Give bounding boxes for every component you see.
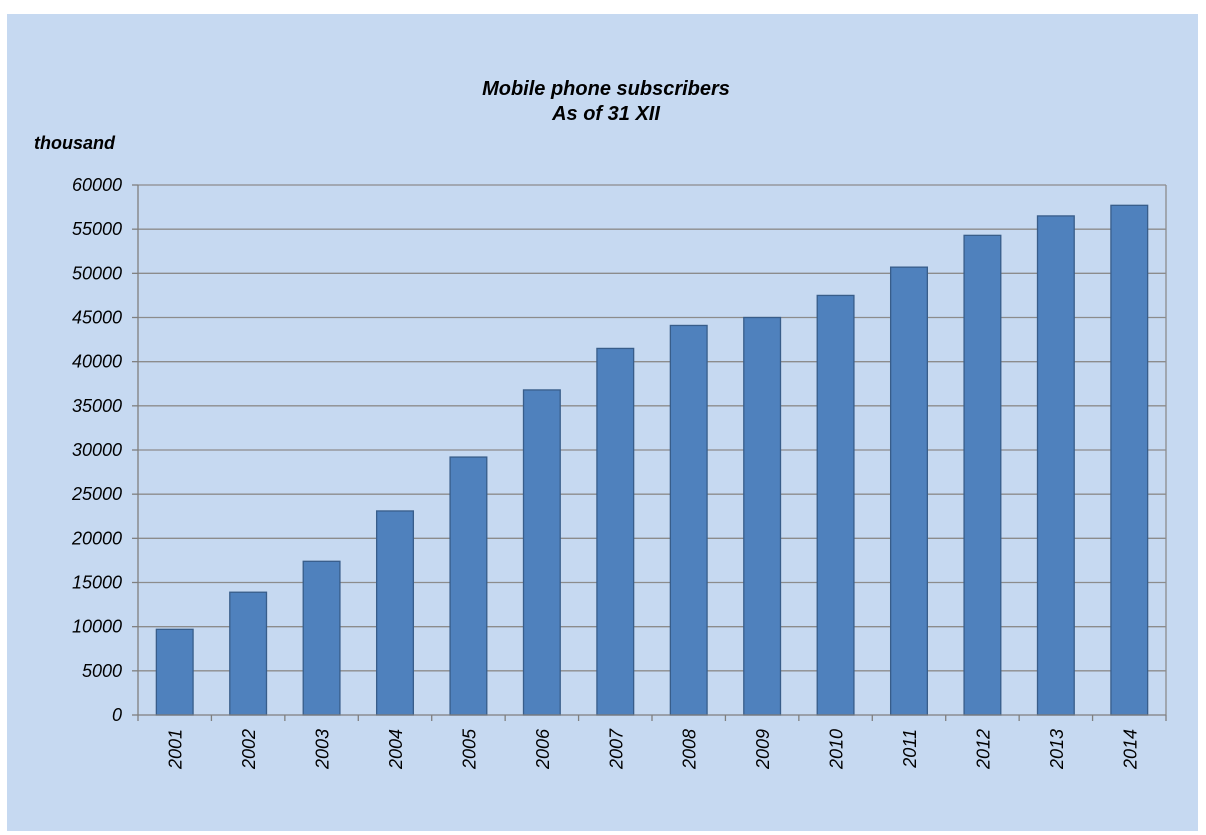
chart-subtitle: As of 31 XII: [551, 103, 660, 125]
x-tick-labels: 2001 2002 2003 2004 2005 2006 2007 2008 2009 2010…: [166, 728, 1141, 770]
bars: [155, 204, 1149, 716]
x-tick-label-2008: 2008: [680, 729, 700, 770]
y-tick-label-0: 0: [112, 705, 122, 725]
y-tick-label-15000: 15000: [72, 573, 122, 593]
bar-2013: [1036, 215, 1075, 716]
gridlines: [138, 184, 1167, 715]
x-tick-label-2002: 2002: [239, 729, 259, 770]
bar-2008: [669, 324, 708, 716]
bar-2007: [596, 347, 635, 716]
bar-2003: [302, 560, 341, 716]
x-tick-label-2011: 2011: [900, 729, 920, 769]
x-tick-label-2005: 2005: [459, 728, 479, 770]
y-tick-label-60000: 60000: [72, 175, 122, 195]
x-tick-label-2004: 2004: [386, 729, 406, 770]
y-axis-label: thousand: [34, 133, 116, 153]
x-tick-label-2010: 2010: [827, 729, 847, 770]
x-tick-label-2003: 2003: [313, 729, 333, 770]
y-tick-label-25000: 25000: [71, 484, 122, 504]
y-tick-labels: 0 5000 10000 15000 20000 25000 30000 35000 40000…: [71, 175, 122, 725]
bar-2009: [743, 316, 782, 716]
x-tick-label-2006: 2006: [533, 728, 553, 770]
bar-2011: [889, 266, 929, 716]
x-tick-label-2007: 2007: [606, 728, 626, 770]
y-tick-label-50000: 50000: [72, 263, 122, 283]
y-tick-label-45000: 45000: [72, 308, 122, 328]
axes: [132, 184, 1167, 721]
bar-2001: [155, 628, 194, 716]
bar-2005: [449, 456, 488, 716]
x-tick-label-2014: 2014: [1120, 729, 1140, 770]
x-tick-label-2013: 2013: [1047, 729, 1067, 770]
y-tick-label-10000: 10000: [72, 617, 122, 637]
x-tick-label-2001: 2001: [166, 729, 186, 770]
bar-2002: [229, 591, 268, 716]
bar-2014: [1110, 204, 1149, 716]
y-tick-label-40000: 40000: [72, 352, 122, 372]
bar-2004: [375, 510, 415, 716]
x-tick-label-2009: 2009: [753, 729, 773, 770]
x-tick-label-2012: 2012: [973, 729, 993, 770]
chart-title: Mobile phone subscribers: [482, 78, 730, 100]
y-tick-label-30000: 30000: [72, 440, 122, 460]
bar-2012: [963, 234, 1002, 716]
bar-2006: [522, 389, 561, 716]
y-tick-label-55000: 55000: [72, 219, 122, 239]
bar-2010: [816, 294, 855, 716]
y-tick-label-20000: 20000: [71, 528, 122, 548]
y-tick-label-5000: 5000: [82, 661, 122, 681]
y-tick-label-35000: 35000: [72, 396, 122, 416]
